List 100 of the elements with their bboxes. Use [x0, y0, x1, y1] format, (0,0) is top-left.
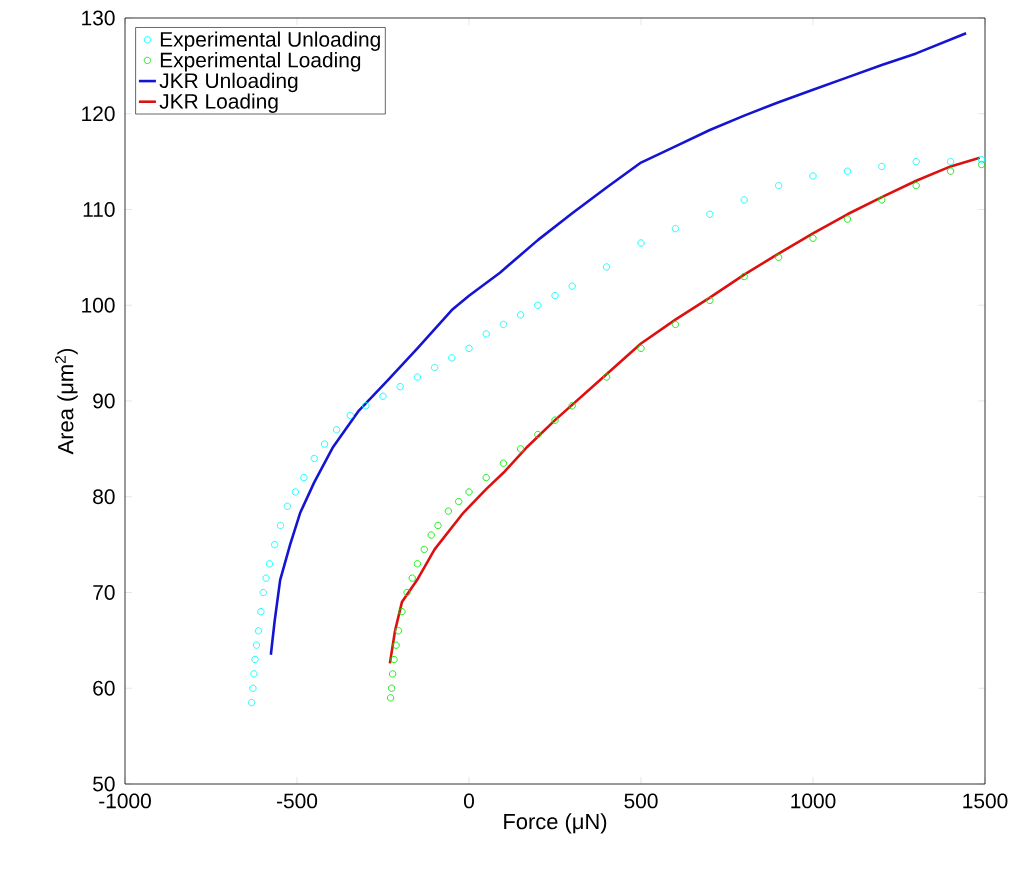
point [362, 402, 370, 410]
legend-label: JKR Loading [159, 93, 278, 113]
x-axis-title: Force (μN) [504, 813, 607, 834]
point [534, 301, 542, 309]
point [843, 215, 852, 223]
point [346, 411, 354, 420]
point [394, 627, 403, 635]
point [408, 574, 416, 582]
point [878, 196, 886, 204]
point [602, 263, 611, 271]
point [878, 162, 886, 171]
point [482, 330, 490, 338]
point [448, 354, 456, 362]
point [946, 157, 955, 166]
point [977, 156, 986, 164]
point [482, 473, 490, 482]
point [465, 488, 473, 496]
point [310, 454, 318, 463]
point [265, 560, 274, 568]
point [706, 296, 714, 305]
point [379, 392, 387, 400]
point [387, 684, 396, 692]
point [809, 234, 817, 242]
point [270, 540, 279, 549]
point [276, 521, 285, 530]
point [427, 531, 435, 539]
x-tick-label: -500 [276, 793, 318, 809]
point [252, 641, 261, 649]
x-tick-label: -1000 [99, 793, 151, 809]
point [809, 172, 817, 180]
point [671, 224, 680, 233]
point [706, 210, 714, 218]
point [291, 488, 299, 496]
x-tick-label: 500 [624, 793, 658, 809]
legend-label: Experimental Unloading [160, 31, 380, 51]
point [249, 684, 257, 692]
point [774, 253, 783, 262]
y-tick-label: 70 [93, 585, 115, 600]
y-tick-label: 80 [93, 489, 115, 505]
point [250, 670, 258, 678]
point [455, 497, 463, 506]
y-axis-title: Area (μm$^{2}$) [54, 348, 78, 455]
point [403, 588, 411, 597]
point [386, 694, 395, 702]
point [420, 545, 428, 554]
point [912, 157, 920, 166]
point [247, 698, 256, 707]
y-tick-label: 100 [82, 297, 115, 313]
point [392, 641, 400, 649]
point [300, 473, 308, 482]
point [637, 344, 645, 352]
point [551, 292, 559, 300]
point [516, 311, 525, 319]
point [977, 160, 986, 169]
point [602, 373, 611, 381]
point [430, 363, 439, 372]
point [671, 320, 680, 329]
point [444, 507, 453, 515]
point [551, 416, 559, 424]
point [396, 382, 404, 391]
x-tick-label: 0 [464, 793, 474, 809]
legend-label: Experimental Loading [160, 52, 361, 72]
point [499, 320, 508, 329]
point [398, 608, 406, 616]
y-tick-label: 90 [93, 393, 115, 409]
point [516, 445, 525, 453]
point [413, 373, 422, 381]
legend-label: JKR Unloading [159, 72, 298, 93]
point [534, 430, 542, 439]
y-tick-label: 130 [82, 10, 115, 26]
point [946, 167, 955, 175]
y-tick-label: 110 [83, 202, 115, 217]
y-tick-label: 120 [82, 106, 115, 122]
point [254, 627, 263, 635]
point [499, 459, 508, 467]
point [465, 344, 473, 352]
x-tick-label: 1000 [791, 793, 836, 809]
y-tick-label: 50 [93, 776, 115, 792]
point [774, 181, 783, 190]
line-series [388, 156, 982, 665]
point [320, 440, 329, 448]
point [257, 608, 265, 616]
point [413, 560, 422, 568]
point [740, 272, 748, 281]
point [568, 402, 576, 410]
y-tick-label: 60 [93, 680, 115, 696]
point [434, 521, 442, 530]
point [843, 167, 852, 175]
point [912, 181, 920, 190]
point [283, 502, 292, 510]
point [740, 196, 748, 204]
point [390, 655, 398, 664]
point [637, 239, 645, 247]
x-tick-label: 1500 [963, 793, 1008, 809]
point [332, 426, 341, 434]
point [251, 655, 259, 664]
point [568, 282, 576, 290]
point [262, 574, 270, 582]
point [259, 588, 267, 597]
point [388, 670, 397, 678]
